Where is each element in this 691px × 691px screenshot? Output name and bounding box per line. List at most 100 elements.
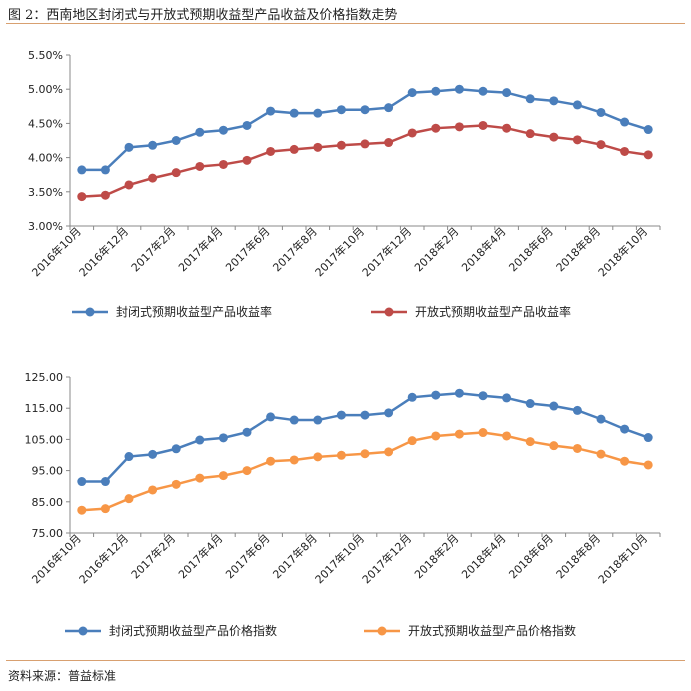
data-point [525, 129, 535, 139]
data-point [384, 408, 394, 418]
data-point [148, 173, 158, 183]
x-tick-label: 2017年12月 [359, 224, 414, 279]
data-point [360, 139, 370, 149]
legend-marker [78, 626, 88, 636]
x-tick-label: 2018年4月 [459, 531, 509, 581]
y-tick-label: 4.00% [28, 152, 63, 165]
data-point [148, 140, 158, 150]
data-point [478, 391, 488, 401]
data-point [266, 106, 276, 116]
x-tick-label: 2017年8月 [270, 224, 320, 274]
series-line [81, 124, 649, 198]
data-point [549, 96, 559, 106]
data-point [454, 388, 464, 398]
data-point [195, 161, 205, 171]
data-point [572, 100, 582, 110]
data-point [313, 415, 323, 425]
data-point [218, 159, 228, 169]
data-point [502, 88, 512, 98]
data-point [266, 146, 276, 156]
x-tick-label: 2018年2月 [411, 531, 461, 581]
data-point [100, 477, 110, 487]
data-point [313, 108, 323, 118]
data-point [407, 128, 417, 138]
data-point [502, 393, 512, 403]
data-point [100, 190, 110, 200]
x-tick-label: 2017年8月 [270, 531, 320, 581]
legend-marker [384, 307, 394, 317]
top-rule [6, 23, 685, 24]
x-tick-label: 2017年10月 [312, 531, 367, 586]
legend-label: 封闭式预期收益型产品价格指数 [109, 623, 277, 638]
data-point [407, 392, 417, 402]
y-tick-label: 5.00% [28, 83, 63, 96]
data-point [313, 142, 323, 152]
data-point [643, 433, 653, 443]
data-point [336, 105, 346, 115]
data-point [336, 140, 346, 150]
data-point [643, 150, 653, 160]
y-tick-label: 115.00 [25, 402, 64, 415]
x-tick-label: 2016年12月 [76, 531, 131, 586]
data-point [124, 452, 134, 462]
legend-marker [377, 626, 387, 636]
data-point [454, 122, 464, 132]
legend-label: 开放式预期收益型产品收益率 [415, 304, 571, 319]
data-point [549, 401, 559, 411]
data-point [549, 132, 559, 142]
data-point [242, 155, 252, 165]
x-tick-label: 2017年2月 [128, 224, 178, 274]
data-point [218, 471, 228, 481]
y-tick-label: 5.50% [28, 49, 63, 62]
x-tick-label: 2018年10月 [595, 531, 650, 586]
x-tick-label: 2017年10月 [312, 224, 367, 279]
data-point [242, 120, 252, 130]
source-note: 资料来源：普益标准 [8, 669, 117, 683]
data-point [596, 140, 606, 150]
x-tick-label: 2017年2月 [128, 531, 178, 581]
legend-label: 开放式预期收益型产品价格指数 [408, 623, 576, 638]
data-point [100, 504, 110, 514]
data-point [384, 447, 394, 457]
data-point [148, 449, 158, 459]
data-point [77, 165, 87, 175]
series-line [81, 431, 649, 512]
x-tick-label: 2018年8月 [553, 224, 603, 274]
data-point [360, 410, 370, 420]
data-point [431, 123, 441, 133]
y-tick-label: 105.00 [25, 433, 64, 446]
data-point [100, 165, 110, 175]
data-point [407, 436, 417, 446]
data-point [431, 431, 441, 441]
x-tick-label: 2017年6月 [223, 224, 273, 274]
data-point [218, 433, 228, 443]
data-point [596, 414, 606, 424]
data-point [478, 86, 488, 96]
data-point [336, 450, 346, 460]
data-point [77, 505, 87, 515]
data-point [195, 127, 205, 137]
data-point [620, 456, 630, 466]
series-line [81, 87, 649, 172]
data-point [620, 117, 630, 127]
chart-yield: 3.00%3.50%4.00%4.50%5.00%5.50%2016年10月20… [28, 49, 661, 319]
data-point [313, 452, 323, 462]
data-point [620, 146, 630, 156]
x-tick-label: 2018年6月 [506, 224, 556, 274]
y-tick-label: 95.00 [32, 465, 64, 478]
data-point [502, 123, 512, 133]
data-point [77, 192, 87, 202]
figure-title: 图 2：西南地区封闭式与开放式预期收益型产品收益及价格指数走势 [8, 8, 398, 23]
legend-marker [85, 307, 95, 317]
data-point [478, 428, 488, 438]
data-point [289, 455, 299, 465]
data-point [643, 125, 653, 135]
data-point [454, 84, 464, 94]
data-point [596, 107, 606, 117]
data-point [266, 456, 276, 466]
legend-label: 封闭式预期收益型产品收益率 [116, 304, 272, 319]
x-tick-label: 2017年4月 [175, 224, 225, 274]
chart-price-index: 75.0085.0095.00105.00115.00125.002016年10… [25, 371, 661, 638]
x-tick-label: 2017年6月 [223, 531, 273, 581]
data-point [478, 120, 488, 130]
